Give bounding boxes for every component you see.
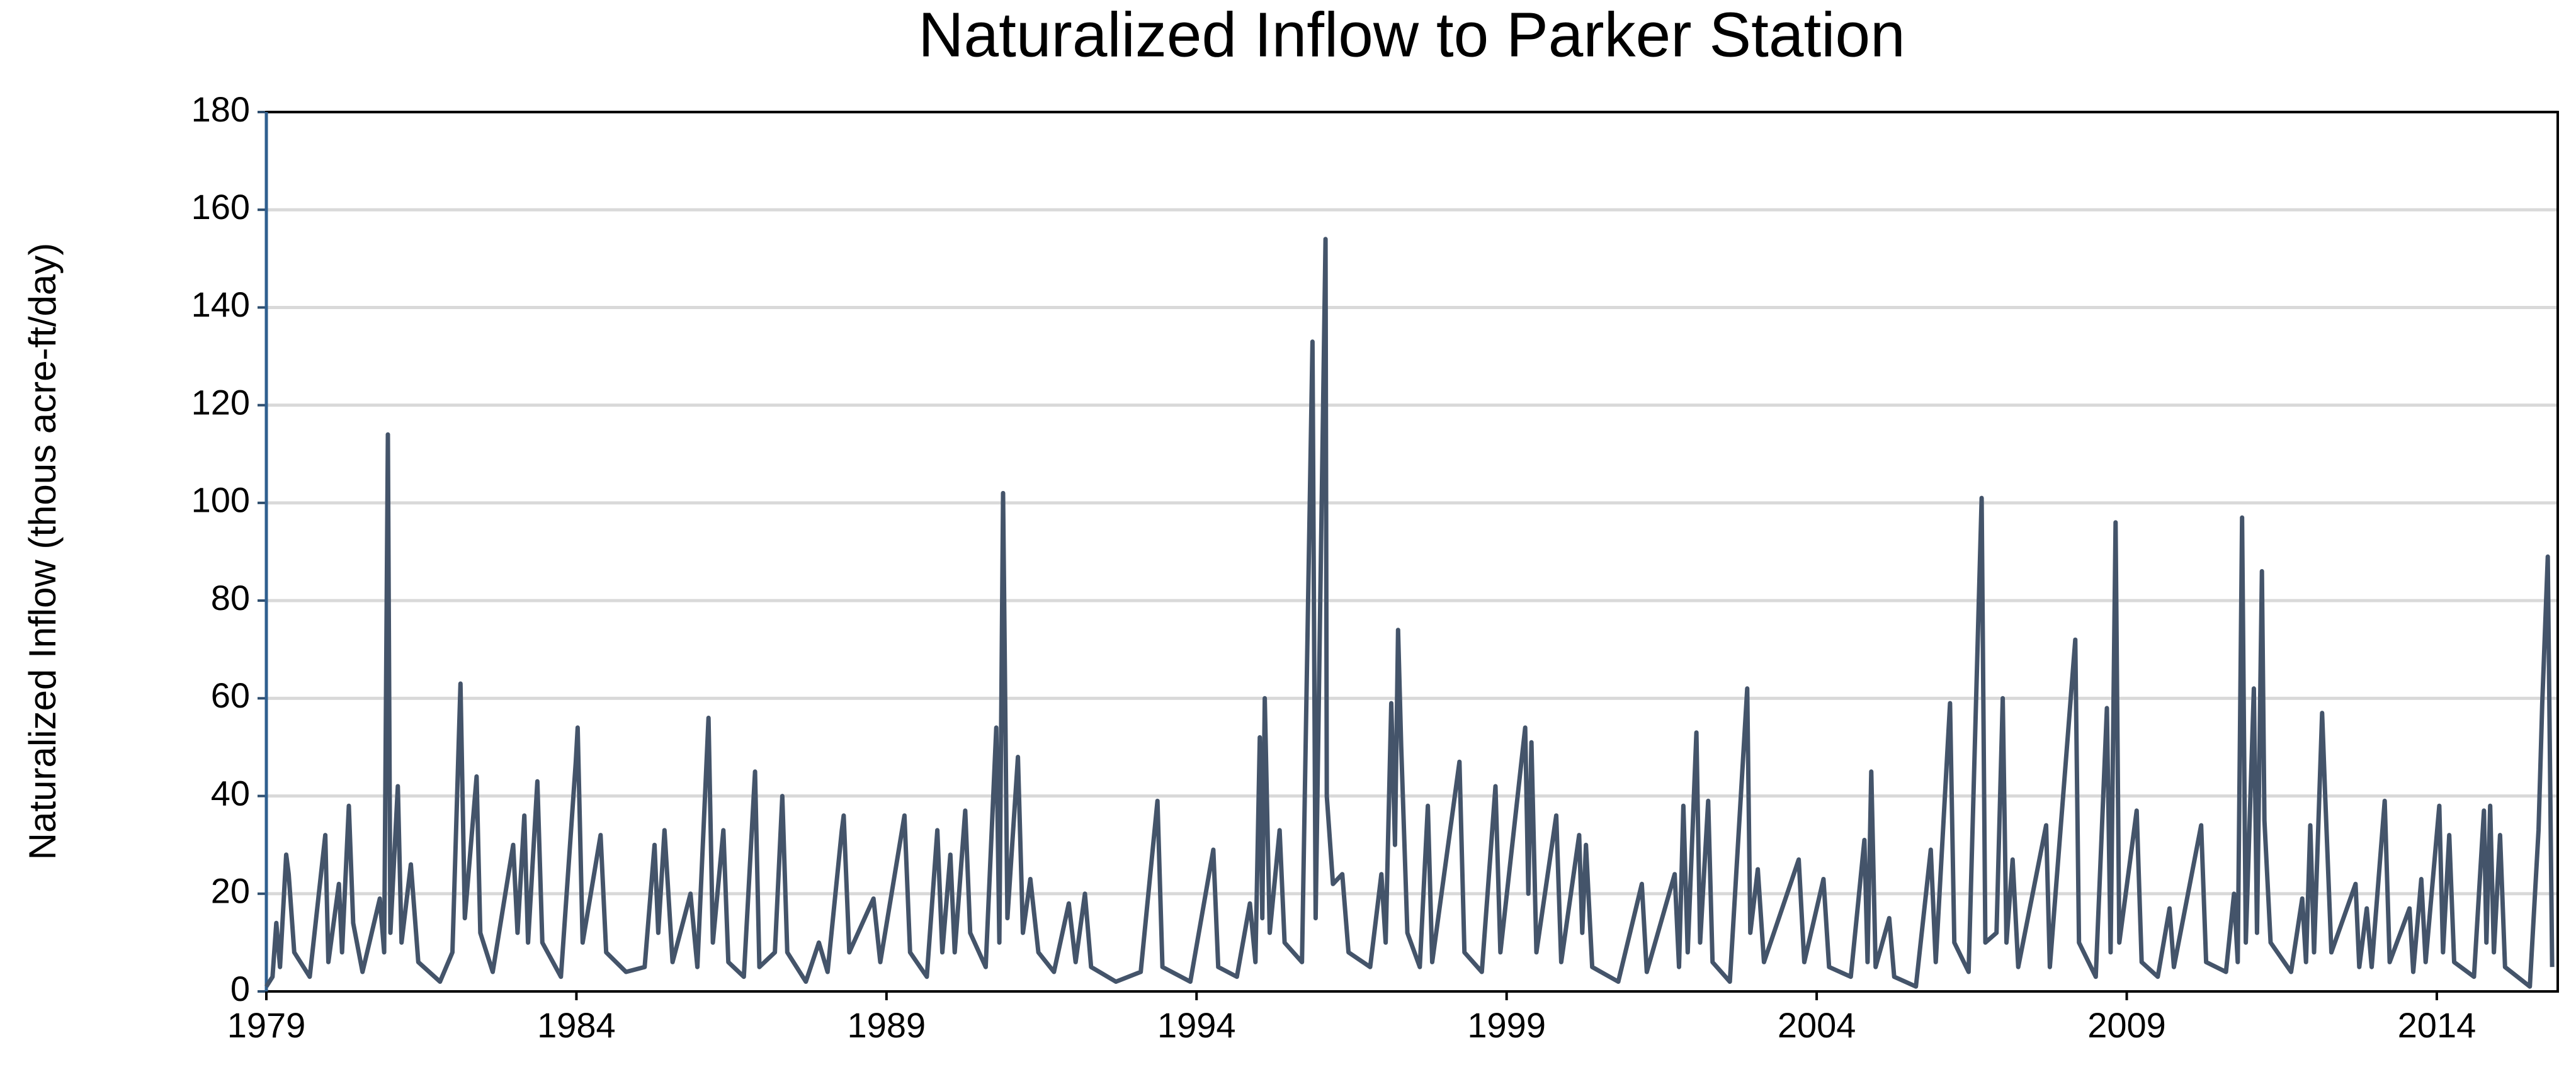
y-tick-label: 60: [211, 675, 250, 715]
x-tick-label: 1994: [1157, 1005, 1236, 1045]
x-tick-label: 1999: [1467, 1005, 1546, 1045]
y-tick-label: 20: [211, 871, 250, 911]
y-tick-label: 40: [211, 773, 250, 813]
y-tick-label: 80: [211, 578, 250, 618]
x-tick-label: 1984: [537, 1005, 616, 1045]
x-tick-label: 1979: [227, 1005, 306, 1045]
y-tick-label: 140: [191, 285, 250, 324]
y-tick-label: 0: [230, 969, 250, 1008]
x-tick-label: 1989: [848, 1005, 926, 1045]
data-line: [264, 237, 2555, 989]
y-tick-label: 160: [191, 187, 250, 227]
y-tick-label: 120: [191, 382, 250, 422]
y-tick-label: 180: [191, 89, 250, 129]
x-tick-label: 2004: [1778, 1005, 1856, 1045]
plot-frame: [265, 111, 2559, 993]
y-tick-label: 100: [191, 480, 250, 520]
y-axis-label: Naturalized Inflow (thous acre-ft/day): [21, 243, 64, 860]
chart-title: Naturalized Inflow to Parker Station: [918, 0, 1905, 70]
x-tick-label: 2009: [2087, 1005, 2166, 1045]
x-tick-label: 2014: [2398, 1005, 2477, 1045]
